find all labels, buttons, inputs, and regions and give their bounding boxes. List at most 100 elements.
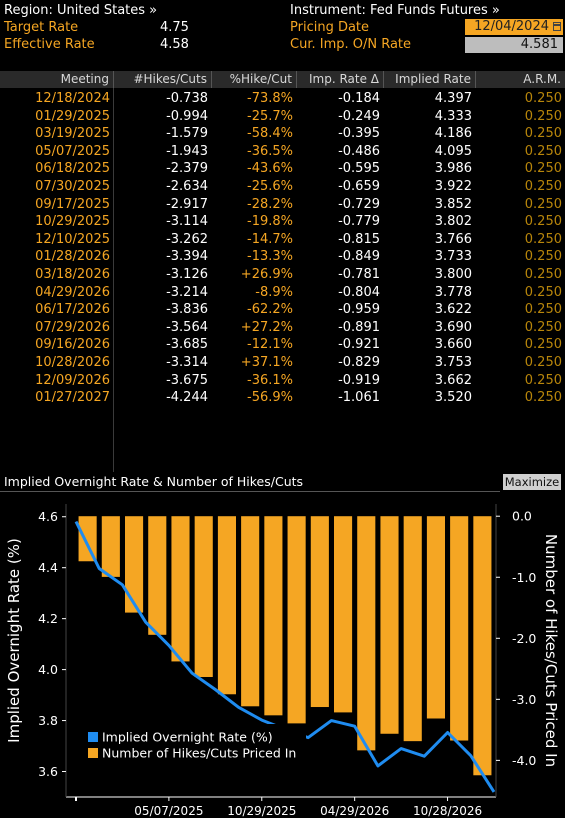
table-row[interactable]: 10/29/2025 -3.114 -19.8% -0.779 3.802 0.250 <box>0 213 565 231</box>
hikes-bar <box>264 516 283 716</box>
col-header-hikes[interactable]: #Hikes/Cuts <box>113 71 211 88</box>
table-row[interactable]: 03/19/2025 -1.579 -58.4% -0.395 4.186 0.250 <box>0 125 565 143</box>
hikes-bar <box>287 516 306 724</box>
table-row[interactable]: 12/10/2025 -3.262 -14.7% -0.815 3.766 0.250 <box>0 231 565 249</box>
cell-meeting: 10/29/2025 <box>35 214 110 230</box>
cell-hikes: -4.244 <box>166 390 208 406</box>
cell-meeting: 03/18/2026 <box>35 267 110 282</box>
legend-swatch-line <box>88 732 98 742</box>
cell-hikes: -3.675 <box>166 372 208 388</box>
cell-hikes: -1.579 <box>166 126 208 142</box>
right-axis-title: Number of Hikes/Cuts Priced In <box>542 534 560 767</box>
chart-title: Implied Overnight Rate & Number of Hikes… <box>4 474 304 489</box>
region-selector[interactable]: Region: United States » <box>4 3 158 18</box>
col-header-pct[interactable]: %Hike/Cut <box>211 71 296 88</box>
table-row[interactable]: 12/18/2024 -0.738 -73.8% -0.184 4.397 0.250 <box>0 90 565 108</box>
hikes-bar <box>380 516 399 734</box>
maximize-button[interactable]: Maximize <box>503 474 561 490</box>
hikes-bar <box>473 516 492 776</box>
cell-meeting: 09/16/2026 <box>35 337 110 353</box>
cell-implied: 4.095 <box>434 143 472 159</box>
cell-arm: 0.250 <box>524 126 562 142</box>
cell-pct: +37.1% <box>240 355 293 370</box>
cell-implied: 3.660 <box>434 337 472 353</box>
cell-pct: -73.8% <box>247 91 293 106</box>
table-row[interactable]: 05/07/2025 -1.943 -36.5% -0.486 4.095 0.250 <box>0 143 565 161</box>
cur-imp-rate-value: 4.581 <box>465 37 563 53</box>
cell-hikes: -2.634 <box>166 179 208 194</box>
cell-hikes: -0.994 <box>166 108 208 124</box>
cell-implied: 3.753 <box>434 355 472 370</box>
cell-delta: -0.919 <box>338 372 380 388</box>
calendar-icon[interactable] <box>553 22 561 31</box>
cell-pct: -14.7% <box>247 231 293 247</box>
effective-rate-value: 4.58 <box>160 37 189 52</box>
cell-meeting: 01/28/2026 <box>35 249 110 265</box>
table-row[interactable]: 10/28/2026 -3.314 +37.1% -0.829 3.753 0.250 <box>0 354 565 372</box>
table-row[interactable]: 07/29/2026 -3.564 +27.2% -0.891 3.690 0.250 <box>0 319 565 337</box>
target-rate-label: Target Rate <box>4 20 79 35</box>
table-row[interactable]: 03/18/2026 -3.126 +26.9% -0.781 3.800 0.250 <box>0 266 565 284</box>
cell-arm: 0.250 <box>524 372 562 388</box>
cell-meeting: 05/07/2025 <box>35 143 110 159</box>
table-row[interactable]: 07/30/2025 -2.634 -25.6% -0.659 3.922 0.250 <box>0 178 565 196</box>
x-tick-label: 10/29/2025 <box>227 804 296 818</box>
cell-pct: -25.6% <box>247 179 293 194</box>
cell-implied: 3.662 <box>434 372 472 388</box>
cell-hikes: -3.564 <box>166 319 208 335</box>
cell-pct: -36.1% <box>247 372 293 388</box>
cell-arm: 0.250 <box>524 355 562 370</box>
right-tick-label: -1.0 <box>512 570 536 585</box>
cell-pct: -62.2% <box>247 302 293 318</box>
cell-implied: 3.922 <box>434 179 472 194</box>
pricing-date-value: 12/04/2024 <box>474 19 549 34</box>
instrument-selector[interactable]: Instrument: Fed Funds Futures » <box>290 3 500 18</box>
cell-meeting: 12/18/2024 <box>35 91 110 106</box>
cell-pct: +27.2% <box>240 319 293 335</box>
hikes-bar <box>357 516 376 751</box>
right-tick-label: -3.0 <box>512 692 536 707</box>
column-divider <box>113 88 114 472</box>
cell-meeting: 04/29/2026 <box>35 284 110 300</box>
right-tick-label: -4.0 <box>512 753 536 768</box>
table-row[interactable]: 06/18/2025 -2.379 -43.6% -0.595 3.986 0.250 <box>0 160 565 178</box>
cell-hikes: -3.685 <box>166 337 208 353</box>
table-row[interactable]: 01/27/2027 -4.244 -56.9% -1.061 3.520 0.250 <box>0 389 565 407</box>
hikes-bar <box>78 516 97 562</box>
cell-pct: -56.9% <box>247 390 293 406</box>
table-row[interactable]: 01/29/2025 -0.994 -25.7% -0.249 4.333 0.250 <box>0 108 565 126</box>
col-header-meeting[interactable]: Meeting <box>60 72 109 86</box>
hikes-bar <box>194 516 213 677</box>
cell-hikes: -3.394 <box>166 249 208 265</box>
cell-hikes: -0.738 <box>166 91 208 106</box>
cell-meeting: 01/29/2025 <box>35 108 110 124</box>
cell-delta: -0.595 <box>338 161 380 177</box>
table-row[interactable]: 06/17/2026 -3.836 -62.2% -0.959 3.622 0.250 <box>0 301 565 319</box>
cell-implied: 4.186 <box>434 126 472 142</box>
table-row[interactable]: 01/28/2026 -3.394 -13.3% -0.849 3.733 0.250 <box>0 248 565 266</box>
cell-meeting: 06/18/2025 <box>35 161 110 177</box>
cell-delta: -0.849 <box>338 249 380 265</box>
left-axis-title: Implied Overnight Rate (%) <box>5 538 23 743</box>
col-header-arm[interactable]: A.R.M. <box>475 71 565 88</box>
table-row[interactable]: 04/29/2026 -3.214 -8.9% -0.804 3.778 0.250 <box>0 284 565 302</box>
pricing-date-field[interactable]: 12/04/2024 <box>465 19 563 35</box>
cell-delta: -0.659 <box>338 179 380 194</box>
col-header-implied[interactable]: Implied Rate <box>383 71 475 88</box>
table-row[interactable]: 09/17/2025 -2.917 -28.2% -0.729 3.852 0.250 <box>0 196 565 214</box>
cell-arm: 0.250 <box>524 284 562 300</box>
cell-hikes: -3.262 <box>166 231 208 247</box>
cell-implied: 3.733 <box>434 249 472 265</box>
table-row[interactable]: 09/16/2026 -3.685 -12.1% -0.921 3.660 0.250 <box>0 336 565 354</box>
right-tick-label: -2.0 <box>512 631 536 646</box>
cell-implied: 3.802 <box>434 214 472 230</box>
x-tick-label: 05/07/2025 <box>134 804 203 818</box>
left-tick-label: 3.6 <box>38 764 58 779</box>
col-header-delta[interactable]: Imp. Rate Δ <box>296 71 383 88</box>
cell-implied: 3.800 <box>434 267 472 282</box>
cell-pct: +26.9% <box>240 267 293 282</box>
cell-implied: 3.986 <box>434 161 472 177</box>
hikes-bar <box>310 516 329 708</box>
cell-delta: -0.921 <box>338 337 380 353</box>
table-row[interactable]: 12/09/2026 -3.675 -36.1% -0.919 3.662 0.250 <box>0 372 565 390</box>
